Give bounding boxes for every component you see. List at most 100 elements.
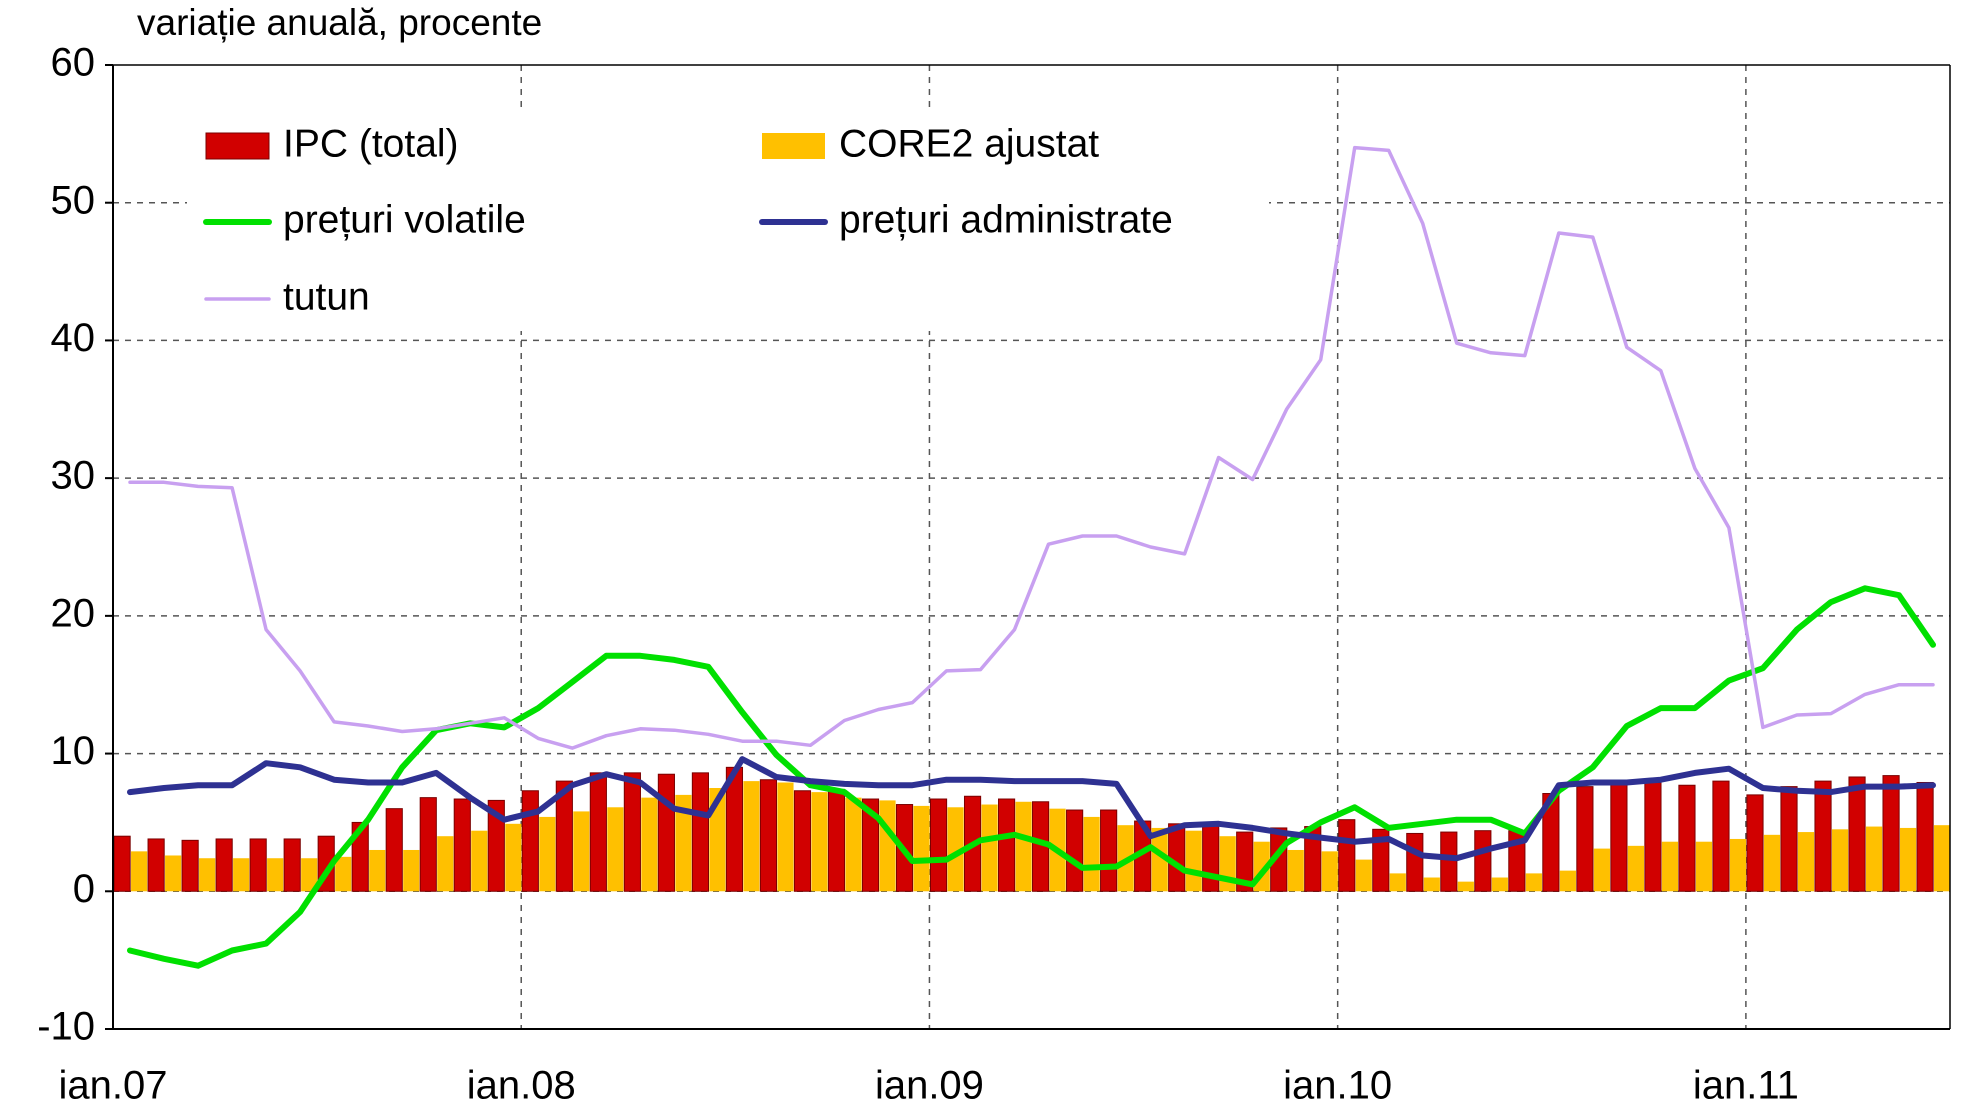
bar [521,790,539,892]
y-tick-label: 30 [51,454,96,498]
bar [301,858,318,892]
legend-background [187,112,1269,331]
bar [1151,827,1168,892]
y-tick-label: -10 [37,1005,95,1049]
line-series [127,585,1936,969]
line-series [128,145,1935,750]
bar [1321,851,1338,892]
bar [793,790,812,892]
bar [1780,786,1798,892]
bar [1559,870,1576,892]
bar [1593,848,1610,892]
bar [539,816,556,892]
bar [1763,834,1781,892]
y-tick-label: 10 [51,729,96,773]
bar [453,798,471,892]
bar [981,804,998,892]
bar [675,794,692,892]
x-tick-label: ian.10 [1283,1064,1392,1108]
bar [691,772,709,892]
bar [947,807,964,892]
bar [437,836,454,892]
bar [1202,823,1220,892]
y-tick-label: 60 [51,41,96,85]
bar [998,798,1016,892]
bar [215,838,233,892]
bar [113,835,131,892]
bar [1899,827,1917,892]
bar [199,858,216,892]
bar [335,856,352,892]
bar [1661,841,1679,892]
x-tick-label: ian.11 [1693,1064,1799,1108]
bar [249,838,267,892]
bar [759,779,778,892]
bar [929,798,948,892]
bar [1066,809,1084,892]
bar [385,808,403,892]
x-tick-label: ian.07 [59,1064,168,1108]
bar [1474,830,1492,892]
bar [607,807,624,892]
bar [1440,831,1458,892]
bar [1627,845,1645,892]
x-tick-label: ian.09 [875,1064,984,1108]
bar [1338,819,1356,892]
bar [283,838,301,892]
bar [1168,823,1186,892]
bar [623,772,641,892]
bar [1916,781,1934,892]
bar [351,821,369,892]
legend-label: CORE2 ajustat [839,122,1099,165]
bar [845,797,862,892]
bar [641,797,658,892]
bar [1729,838,1747,892]
legend-swatch [762,133,825,159]
bar [1746,794,1764,892]
bar [861,798,880,892]
bar [1797,832,1815,892]
y-tick-label: 40 [51,316,96,360]
bar [1287,849,1304,892]
bar [1831,829,1849,892]
bar [1015,801,1032,892]
bar [181,839,199,892]
bar [1491,877,1508,892]
bar [471,830,488,892]
chart-title: variație anuală, procente [137,2,542,43]
bar [1423,877,1440,892]
bar [505,823,522,892]
bar [589,772,607,892]
bar [1814,780,1832,892]
bar [1372,828,1390,892]
legend-swatch [205,132,270,160]
bar [147,838,165,892]
bar [1083,816,1100,892]
bar [827,788,846,892]
bar [1882,775,1900,892]
bar [573,811,590,892]
bar [1457,881,1474,892]
legend-label: tutun [283,275,370,318]
bar [487,799,505,892]
legend-label: prețuri administrate [839,198,1173,241]
bar [1712,780,1730,892]
bar [1695,841,1713,892]
bar [1355,859,1372,892]
bar [165,855,182,892]
bar [1644,781,1662,892]
bar [1406,832,1424,892]
bar [913,805,930,892]
x-tick-label: ian.08 [467,1064,576,1108]
bar [1389,873,1406,892]
y-tick-label: 0 [73,867,95,911]
bar [1934,825,1951,892]
legend-label: IPC (total) [283,122,459,165]
bar [657,773,675,892]
bar [403,849,420,892]
line-series [127,756,1936,862]
bar [233,858,250,892]
bar [709,788,726,892]
y-tick-label: 50 [51,178,96,222]
